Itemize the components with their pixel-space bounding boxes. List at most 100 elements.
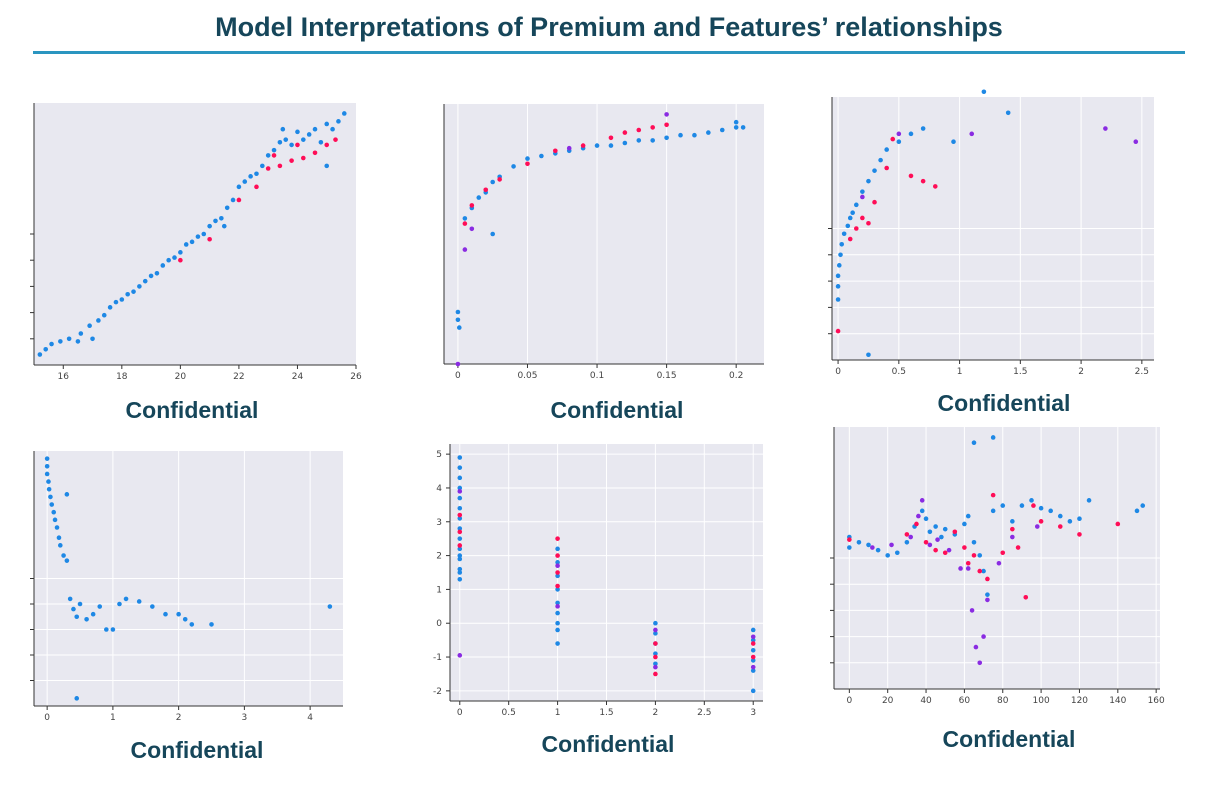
data-point: [553, 148, 558, 154]
data-point: [889, 542, 894, 548]
data-point: [969, 131, 975, 137]
data-point: [51, 509, 57, 515]
data-point: [221, 223, 227, 229]
data-point: [908, 131, 914, 137]
chart-1-caption: Confidential: [125, 397, 259, 423]
data-point: [336, 119, 341, 124]
data-point: [958, 566, 963, 571]
data-point: [271, 147, 277, 153]
data-point: [555, 553, 560, 558]
data-point: [847, 545, 852, 550]
data-point: [750, 654, 756, 660]
data-point: [107, 305, 113, 310]
data-point: [457, 570, 463, 575]
data-point: [330, 126, 335, 132]
data-point: [207, 236, 212, 242]
data-point: [939, 534, 944, 540]
data-point: [289, 142, 294, 148]
data-point: [457, 495, 463, 501]
chart-4-caption: Confidential: [130, 737, 264, 763]
data-point: [750, 627, 756, 633]
data-point: [1000, 550, 1006, 556]
data-point: [457, 489, 463, 494]
data-point: [71, 606, 76, 612]
x-tick-label: 2: [1078, 367, 1084, 377]
data-point: [884, 165, 889, 171]
x-tick-label: 80: [997, 696, 1009, 706]
data-point: [260, 163, 265, 169]
data-point: [1057, 513, 1063, 519]
data-point: [1005, 110, 1011, 116]
data-point: [87, 323, 92, 328]
data-point: [75, 339, 81, 344]
data-point: [457, 455, 463, 460]
data-point: [490, 231, 495, 237]
data-point: [555, 627, 560, 633]
data-point: [932, 184, 938, 189]
data-point: [61, 553, 66, 558]
data-point: [866, 220, 871, 226]
data-point: [971, 539, 977, 545]
data-point: [977, 553, 983, 558]
data-point: [1010, 534, 1015, 540]
data-point: [664, 122, 669, 128]
data-point: [750, 664, 756, 670]
data-point: [653, 641, 658, 646]
data-point: [850, 210, 855, 216]
x-tick-label: 140: [1109, 696, 1126, 706]
data-point: [977, 568, 983, 574]
data-point: [1023, 595, 1029, 600]
data-point: [1010, 519, 1015, 524]
data-point: [271, 153, 277, 158]
data-point: [1140, 503, 1146, 508]
plot-area: [34, 103, 356, 365]
data-point: [916, 513, 921, 519]
data-point: [131, 289, 136, 294]
data-point: [49, 341, 54, 347]
data-point: [84, 617, 89, 622]
data-point: [653, 664, 658, 670]
data-point: [265, 153, 271, 158]
chart-panel-6: 0 20 40 60 80 100 120 140 160: [830, 427, 1165, 712]
data-point: [113, 299, 119, 305]
data-point: [904, 532, 910, 537]
x-tick-label: 2.5: [1135, 367, 1149, 377]
data-point: [933, 524, 938, 529]
data-point: [242, 179, 248, 184]
data-point: [719, 127, 725, 133]
data-point: [166, 257, 171, 263]
data-point: [90, 611, 96, 617]
data-point: [318, 140, 324, 145]
data-point: [46, 479, 51, 484]
data-point: [189, 239, 195, 245]
data-point: [653, 631, 658, 636]
data-point: [457, 556, 463, 562]
data-point: [692, 132, 697, 138]
data-point: [1077, 532, 1082, 537]
data-point: [1067, 519, 1073, 524]
data-point: [457, 553, 463, 558]
x-tick-label: 0: [457, 708, 463, 718]
data-point: [324, 163, 330, 169]
data-point: [927, 529, 933, 535]
data-point: [1115, 521, 1121, 527]
data-point: [977, 660, 983, 666]
x-tick-label: 4: [307, 713, 313, 723]
data-point: [333, 137, 338, 142]
data-point: [962, 545, 967, 550]
data-point: [254, 184, 259, 190]
data-point: [965, 566, 971, 571]
data-point: [457, 516, 463, 521]
data-point: [511, 164, 516, 169]
data-point: [37, 352, 43, 357]
chart-2-caption: Confidential: [550, 397, 684, 423]
x-tick-label: 0: [846, 696, 852, 706]
data-point: [57, 543, 63, 548]
data-point: [1015, 545, 1021, 550]
data-point: [933, 547, 938, 553]
data-point: [341, 111, 347, 116]
x-tick-label: 0: [455, 371, 461, 381]
data-point: [860, 189, 865, 194]
data-point: [914, 521, 919, 527]
data-point: [324, 142, 330, 148]
